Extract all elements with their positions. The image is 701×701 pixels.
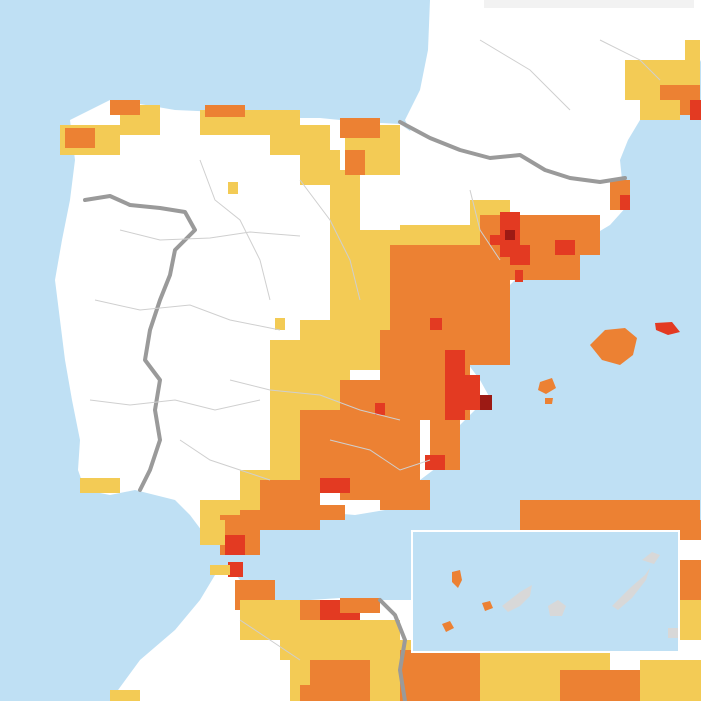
tenerife-island: [502, 585, 532, 612]
hazard-tile: [300, 320, 330, 350]
hazard-tile: [340, 118, 380, 138]
hazard-tile: [285, 505, 345, 520]
hazard-tile: [400, 225, 480, 245]
hazard-tile: [110, 100, 140, 115]
hazard-tiles: [60, 40, 701, 701]
hazard-tile: [560, 670, 640, 701]
hazard-tile: [400, 650, 480, 701]
hazard-tile: [340, 598, 380, 613]
hazard-tile: [480, 395, 492, 410]
hazard-tile: [640, 660, 701, 701]
hazard-tile: [210, 565, 230, 575]
hazard-tile: [270, 340, 350, 420]
menorca-island: [655, 322, 680, 335]
canary-inset-frame: [411, 530, 680, 653]
hazard-tile: [300, 685, 330, 701]
hazard-tile: [205, 105, 245, 117]
hazard-tile: [445, 350, 465, 420]
hazard-tile: [330, 170, 360, 230]
hazard-tile: [680, 560, 701, 600]
hazard-tile: [380, 480, 430, 510]
hazard-tile: [200, 520, 225, 545]
hazard-tile: [490, 235, 500, 245]
hazard-tile: [690, 100, 701, 120]
hazard-tile: [80, 478, 120, 493]
el-hierro-island: [442, 621, 454, 632]
lanzarote-island: [642, 552, 660, 564]
top-banner: [484, 0, 694, 8]
hazard-tile: [240, 510, 280, 530]
fuerteventura-island: [612, 568, 650, 610]
hazard-tile: [225, 535, 245, 555]
hazard-tile: [375, 403, 385, 415]
mallorca-island: [590, 328, 637, 365]
france-spain-border: [398, 120, 627, 184]
hazard-tile: [228, 562, 243, 577]
morocco-algeria-border: [378, 598, 407, 701]
la-gomera-island: [482, 601, 493, 611]
admin-lines: [89, 39, 661, 661]
hazard-tile: [540, 215, 590, 240]
hazard-tile: [685, 40, 700, 60]
hazard-tile: [620, 195, 630, 210]
ibiza-island: [538, 378, 556, 394]
hazard-tile: [640, 100, 680, 120]
hazard-tile: [510, 245, 530, 265]
hazard-tile: [380, 330, 420, 380]
hazard-tile: [515, 270, 523, 282]
gran-canaria-island: [548, 600, 566, 616]
formentera-island: [545, 398, 553, 404]
hazard-tile: [555, 240, 575, 255]
hazard-tile: [110, 690, 140, 701]
hazard-tile: [430, 318, 442, 330]
hazard-tile: [505, 230, 515, 240]
hazard-tile: [465, 375, 480, 410]
hazard-tile: [275, 318, 285, 330]
hazard-tile: [680, 600, 701, 640]
hazard-tile: [345, 150, 365, 175]
hazard-tile: [65, 128, 95, 148]
hazard-tile: [228, 182, 238, 194]
hazard-tile: [300, 410, 360, 490]
hazard-tile: [320, 478, 350, 493]
hazard-tile: [425, 455, 445, 470]
la-palma-island: [452, 570, 462, 588]
inset-edge-tile: [668, 628, 678, 638]
portugal-spain-border: [83, 194, 197, 492]
